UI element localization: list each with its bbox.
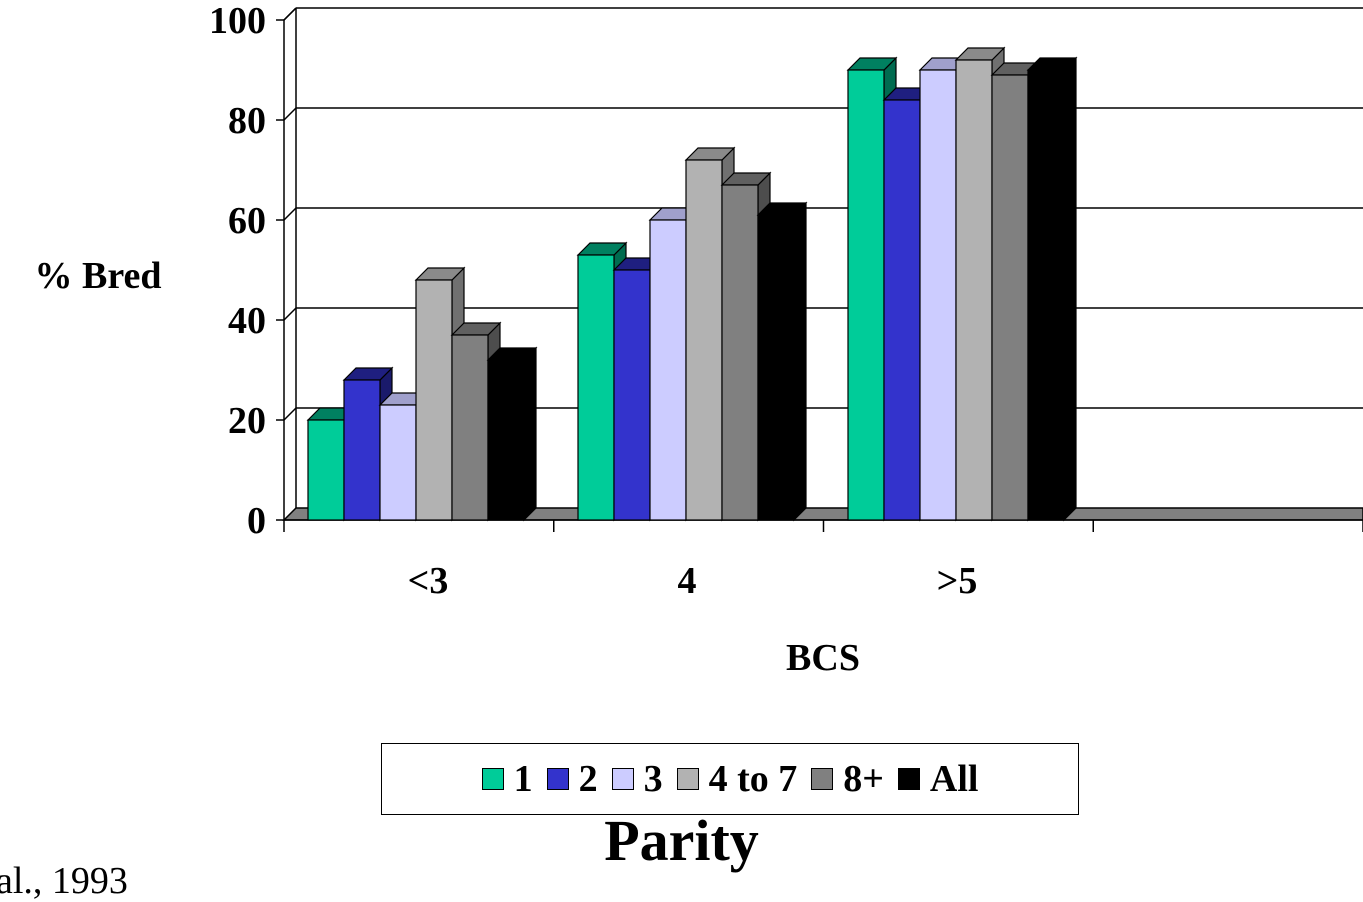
x-tick-label: <3: [408, 560, 449, 602]
x-tick-label: 4: [678, 560, 697, 602]
legend-item: 8+: [811, 760, 884, 798]
y-tick-label: 80: [228, 100, 266, 142]
x-axis-title: BCS: [786, 637, 860, 679]
footnote: al., 1993: [0, 860, 128, 902]
gridline-diagonal: [283, 307, 297, 321]
legend-swatch: [897, 768, 920, 790]
legend-label: 1: [513, 758, 533, 800]
gridline-diagonal: [283, 407, 297, 421]
y-tick-label: 60: [228, 200, 266, 242]
y-tick-label: 100: [209, 0, 266, 42]
bar: [1026, 56, 1078, 522]
legend-item: 1: [481, 758, 533, 800]
legend-swatch: [811, 768, 834, 790]
gridlines: [283, 7, 1363, 421]
legend-item: 3: [611, 758, 663, 800]
legend: 1 2 3 4 to 7 8+ All: [381, 743, 1079, 815]
y-axis-title: % Bred: [34, 255, 161, 297]
legend-label: 8+: [843, 758, 884, 800]
legend-item: All: [897, 758, 979, 800]
bar-chart: 0 20 40 60 80 100 <3 4 >5 % Bred BCS: [34, 0, 1363, 679]
legend-label: All: [929, 758, 979, 800]
legend-swatch: [611, 768, 634, 790]
y-tick-label: 0: [247, 500, 266, 542]
bar: [486, 346, 538, 522]
legend-item: 2: [546, 758, 598, 800]
legend-swatch: [676, 768, 699, 790]
legend-title: Parity: [604, 808, 759, 873]
legend-label: 4 to 7: [708, 758, 798, 800]
x-tick-label: >5: [937, 560, 978, 602]
bar: [756, 201, 808, 522]
legend-label: 2: [578, 758, 598, 800]
y-tick-label: 20: [228, 400, 266, 442]
axis-top-diagonal: [283, 7, 297, 21]
gridline-diagonal: [283, 107, 297, 121]
legend-swatch: [481, 768, 504, 790]
legend-label: 3: [643, 758, 663, 800]
bars: [306, 46, 1078, 522]
legend-item: 4 to 7: [676, 758, 798, 800]
legend-swatch: [546, 768, 569, 790]
y-tick-label: 40: [228, 300, 266, 342]
labels: 0 20 40 60 80 100 <3 4 >5: [209, 0, 977, 602]
gridline-diagonal: [283, 207, 297, 221]
